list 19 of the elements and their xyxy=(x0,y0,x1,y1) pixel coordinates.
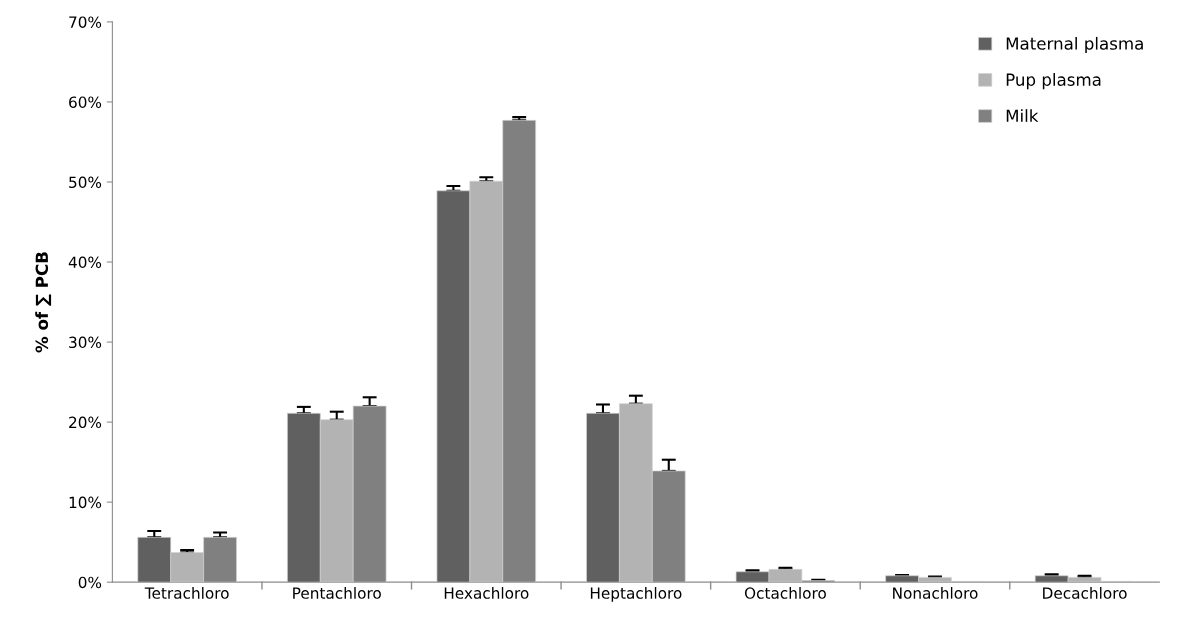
y-tick-label: 20% xyxy=(69,416,102,429)
y-tick-label: 30% xyxy=(69,336,102,349)
y-tick-label: 50% xyxy=(69,176,102,189)
y-tick-label: 70% xyxy=(69,16,102,28)
x-tick-label: Tetrachloro xyxy=(144,587,229,599)
x-tick-label: Octachloro xyxy=(744,587,826,599)
x-tick-label: Hexachloro xyxy=(444,587,529,599)
legend-label: Milk xyxy=(1006,109,1039,122)
y-tick-label: 60% xyxy=(69,96,102,108)
y-tick-label: 0% xyxy=(78,576,102,589)
legend-label: Maternal plasma xyxy=(1006,36,1143,54)
y-axis-title: % of ∑ PCB xyxy=(35,252,52,353)
y-tick-label: 10% xyxy=(69,496,102,509)
y-tick-label: 40% xyxy=(68,256,102,269)
x-tick-label: Pentachloro xyxy=(293,587,381,599)
legend-label: Pup plasma xyxy=(1006,73,1101,90)
x-tick-label: Heptachloro xyxy=(590,587,682,602)
x-tick-label: Decachloro xyxy=(1043,587,1127,599)
x-tick-label: Nonachloro xyxy=(893,587,978,599)
